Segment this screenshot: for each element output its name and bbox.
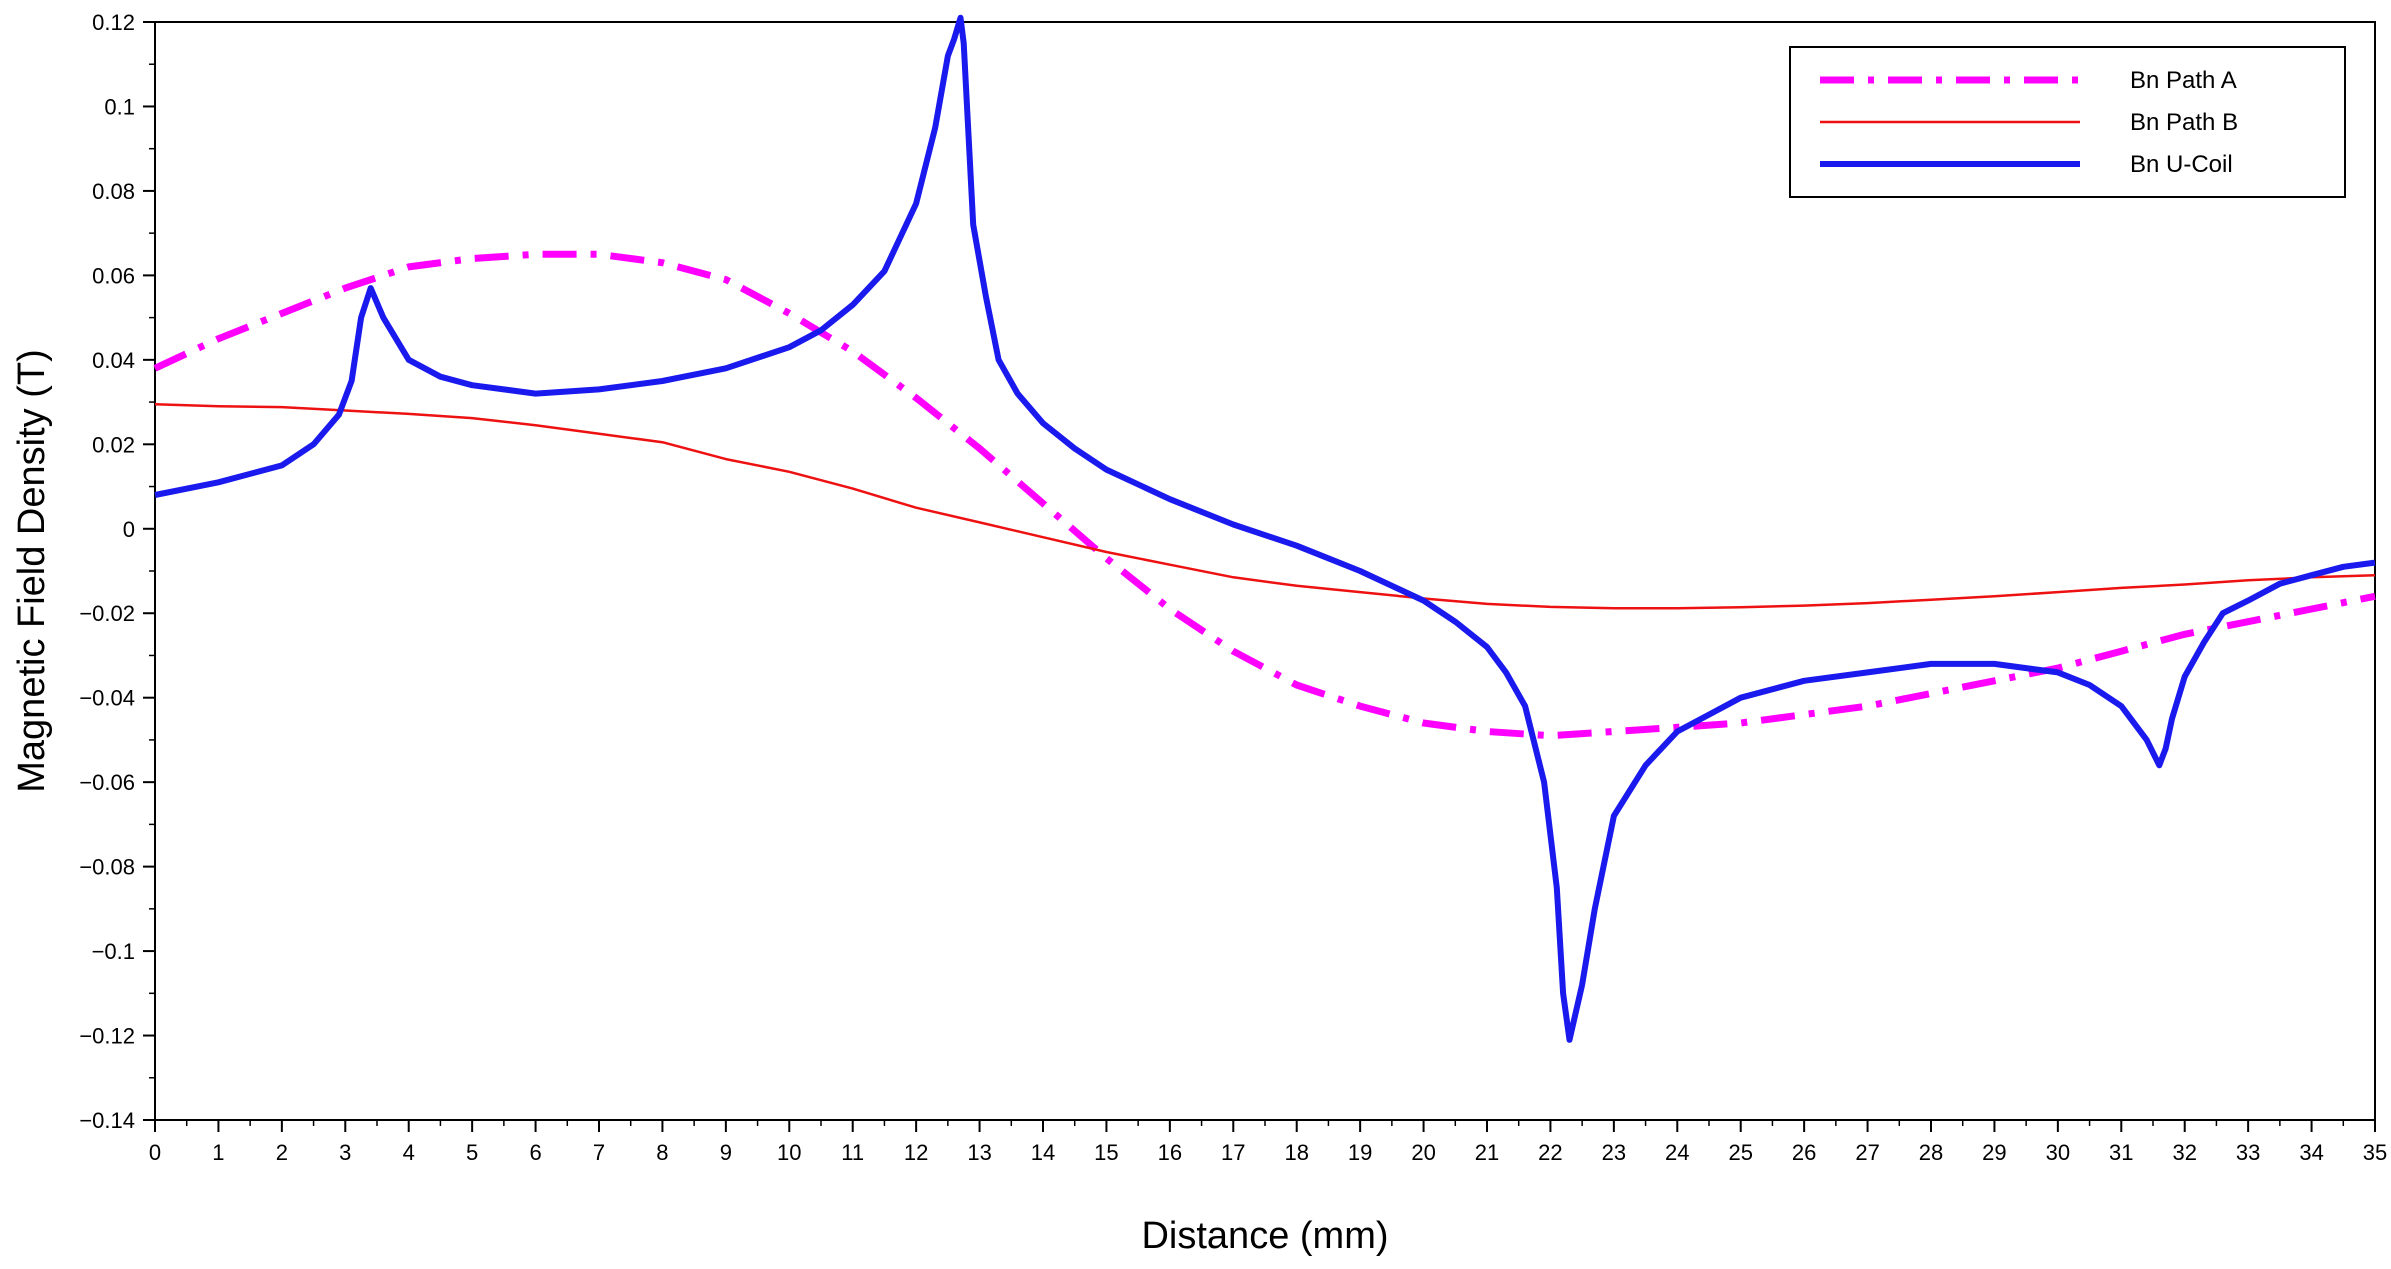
legend-label: Bn U-Coil: [2130, 151, 2233, 178]
x-axis-title: Distance (mm): [1141, 1215, 1388, 1257]
x-tick-label: 21: [1475, 1140, 1499, 1165]
plot-area: [154, 21, 2376, 1121]
x-tick-label: 8: [656, 1140, 668, 1165]
y-tick-label: −0.08: [79, 855, 135, 880]
x-axis: 0 1 2 3 4 5 6 7 8 9 10 11 12 13 14 15 16 17 18 19 20 21 22 23 24…: [149, 1120, 2387, 1165]
y-tick-label: 0: [123, 517, 135, 542]
legend: Bn Path A Bn Path B Bn U-Coil: [1789, 46, 2346, 198]
x-tick-label: 2: [276, 1140, 288, 1165]
x-tick-label: 13: [967, 1140, 991, 1165]
x-tick-label: 29: [1982, 1140, 2006, 1165]
series-line-bn-u-coil: [154, 14, 2376, 1043]
y-tick-label: 0.1: [104, 94, 135, 119]
x-tick-label: 16: [1158, 1140, 1182, 1165]
x-tick-label: 3: [339, 1140, 351, 1165]
x-tick-label: 27: [1855, 1140, 1879, 1165]
x-tick-label: 19: [1348, 1140, 1372, 1165]
x-tick-label: 31: [2109, 1140, 2133, 1165]
series-layer: [153, 14, 2376, 1043]
y-axis-title: Magnetic Field Density (T): [11, 349, 53, 792]
x-tick-label: 0: [149, 1140, 161, 1165]
x-tick-label: 22: [1538, 1140, 1562, 1165]
x-tick-label: 18: [1284, 1140, 1308, 1165]
x-tick-label: 7: [593, 1140, 605, 1165]
x-tick-label: 24: [1665, 1140, 1689, 1165]
y-tick-label: 0.02: [92, 432, 135, 457]
x-tick-label: 17: [1221, 1140, 1245, 1165]
x-tick-label: 10: [777, 1140, 801, 1165]
x-tick-label: 35: [2363, 1140, 2387, 1165]
x-tick-label: 5: [466, 1140, 478, 1165]
y-tick-label: −0.02: [79, 601, 135, 626]
x-tick-label: 12: [904, 1140, 928, 1165]
x-tick-label: 25: [1728, 1140, 1752, 1165]
series-line-bn-path-b: [154, 402, 2376, 610]
y-tick-label: −0.06: [79, 770, 135, 795]
x-tick-label: 4: [403, 1140, 415, 1165]
x-tick-label: 15: [1094, 1140, 1118, 1165]
x-tick-label: 11: [841, 1140, 864, 1165]
y-tick-label: 0.06: [92, 263, 135, 288]
y-tick-label: −0.12: [79, 1024, 135, 1049]
y-tick-label: −0.04: [79, 686, 135, 711]
legend-label: Bn Path B: [2130, 109, 2238, 136]
x-tick-label: 28: [1919, 1140, 1943, 1165]
x-tick-label: 26: [1792, 1140, 1816, 1165]
series-line-bn-path-a: [153, 250, 2376, 740]
plot-frame: [154, 21, 2376, 1121]
x-tick-label: 23: [1602, 1140, 1626, 1165]
legend-label: Bn Path A: [2130, 67, 2237, 94]
x-tick-label: 34: [2299, 1140, 2323, 1165]
x-tick-label: 9: [720, 1140, 732, 1165]
y-tick-label: 0.04: [92, 348, 135, 373]
x-tick-label: 32: [2172, 1140, 2196, 1165]
y-tick-label: 0.12: [92, 10, 135, 35]
x-tick-label: 30: [2046, 1140, 2070, 1165]
x-tick-label: 1: [212, 1140, 224, 1165]
x-tick-label: 14: [1031, 1140, 1055, 1165]
x-tick-label: 20: [1411, 1140, 1435, 1165]
y-tick-label: −0.1: [92, 939, 135, 964]
y-axis: 0.12 0.1 0.08 0.06 0.04 0.02 0 −0.02 −0.04 −0.06 −…: [79, 10, 155, 1133]
x-tick-label: 33: [2236, 1140, 2260, 1165]
x-tick-label: 6: [529, 1140, 541, 1165]
y-tick-label: 0.08: [92, 179, 135, 204]
y-tick-label: −0.14: [79, 1108, 135, 1133]
